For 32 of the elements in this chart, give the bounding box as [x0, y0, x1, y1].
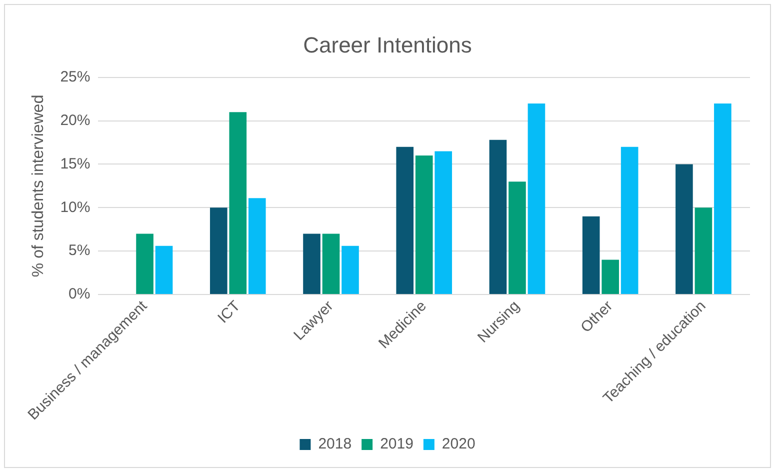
- bar: [342, 246, 359, 294]
- bar: [229, 112, 247, 294]
- y-tick-label: 25%: [60, 68, 90, 86]
- bar: [210, 208, 228, 294]
- bar: [694, 208, 712, 294]
- y-tick-label: 15%: [60, 155, 90, 172]
- y-tick-label: 20%: [60, 112, 90, 129]
- legend-label: 2019: [380, 436, 414, 453]
- bar: [676, 164, 693, 294]
- bar: [322, 234, 340, 294]
- bar: [248, 198, 266, 294]
- y-tick-label: 0%: [68, 286, 90, 303]
- bar: [602, 260, 619, 294]
- bar: [508, 182, 526, 294]
- bar: [714, 103, 732, 294]
- bar: [434, 151, 452, 294]
- y-tick-label: 5%: [68, 242, 90, 260]
- bar: [620, 146, 638, 294]
- x-tick-label: ICT: [214, 298, 244, 327]
- y-tick-label: 10%: [60, 198, 90, 216]
- bar: [396, 146, 414, 294]
- bar: [155, 246, 173, 294]
- chart-title: Career Intentions: [303, 32, 472, 58]
- bar: [415, 156, 433, 294]
- y-axis-title: % of students interviewed: [30, 94, 48, 278]
- bar: [303, 234, 320, 294]
- bar: [528, 103, 546, 294]
- legend-label: 2020: [442, 436, 476, 453]
- bar: [136, 234, 154, 294]
- bar: [582, 216, 600, 294]
- bar: [489, 140, 507, 294]
- legend-label: 2018: [318, 436, 352, 453]
